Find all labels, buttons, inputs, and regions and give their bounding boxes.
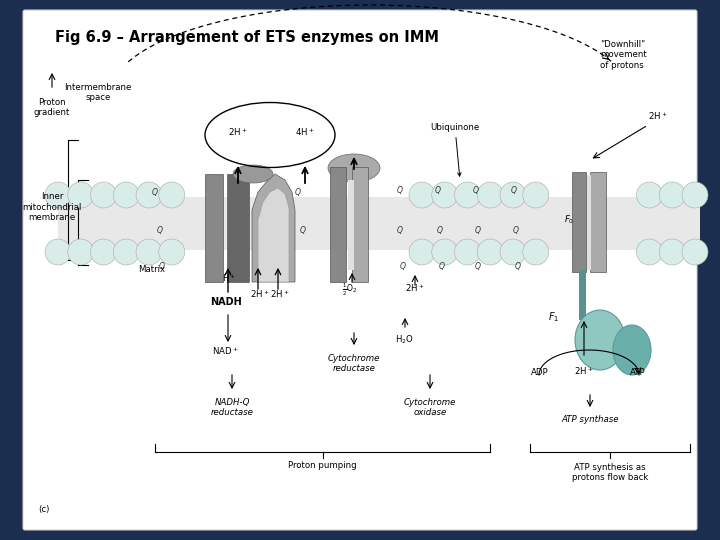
Text: 2H$^+$: 2H$^+$ [405,282,425,294]
Text: H$^+$: H$^+$ [222,272,236,284]
Circle shape [136,182,162,208]
Circle shape [68,182,94,208]
Text: H$_2$O: H$_2$O [395,333,414,346]
Text: 2H$^+$: 2H$^+$ [270,288,289,300]
Circle shape [432,182,458,208]
Bar [579,270,586,320]
Text: Q: Q [300,226,306,234]
Text: ATP synthesis as
protons flow back: ATP synthesis as protons flow back [572,463,648,482]
Text: Cytochrome
reductase: Cytochrome reductase [328,354,380,373]
Text: Q: Q [511,186,517,194]
Circle shape [113,239,139,265]
Circle shape [158,239,185,265]
Ellipse shape [575,310,625,370]
Bar [352,167,368,282]
Text: Q: Q [473,186,479,194]
Text: Proton
gradient: Proton gradient [34,98,70,117]
Circle shape [660,182,685,208]
Circle shape [91,239,117,265]
Circle shape [477,182,503,208]
Text: Q: Q [439,262,445,272]
Circle shape [158,182,185,208]
Bar [205,174,223,282]
Ellipse shape [233,165,273,183]
Text: Q: Q [295,187,301,197]
Ellipse shape [613,325,651,375]
Circle shape [454,239,480,265]
Text: Inner
mitochondrial
membrane: Inner mitochondrial membrane [22,192,81,222]
Text: ADP: ADP [531,368,549,377]
Text: Q: Q [152,187,158,197]
Text: ATP: ATP [630,368,646,377]
Circle shape [660,239,685,265]
Circle shape [136,239,162,265]
Text: Q: Q [435,186,441,194]
Circle shape [409,239,435,265]
Text: Q: Q [159,262,165,272]
Text: NAD$^+$: NAD$^+$ [212,345,239,357]
Text: 2H$^+$: 2H$^+$ [250,288,270,300]
Text: Ubiquinone: Ubiquinone [431,123,480,176]
Text: Q: Q [515,262,521,272]
Text: 2H$^+$: 2H$^+$ [228,126,248,138]
Text: Q: Q [513,226,519,234]
Bar [572,172,586,272]
Text: Q: Q [475,226,481,234]
Bar [58,197,700,250]
FancyBboxPatch shape [23,10,697,530]
Circle shape [454,182,480,208]
Bar [348,180,354,270]
Text: Q: Q [397,226,403,234]
Text: (c): (c) [38,505,50,514]
Text: $\mathit{F_1}$: $\mathit{F_1}$ [548,310,559,324]
Circle shape [500,182,526,208]
Circle shape [45,182,71,208]
Text: NADH-Q
reductase: NADH-Q reductase [210,398,253,417]
Circle shape [523,182,549,208]
Circle shape [523,239,549,265]
Bar [590,172,606,272]
Ellipse shape [328,154,380,182]
Text: Intermembrane
space: Intermembrane space [64,83,132,102]
Bar [227,174,249,282]
Polygon shape [252,174,295,282]
Text: Q: Q [157,226,163,234]
Text: Q: Q [437,226,443,234]
Circle shape [45,239,71,265]
Circle shape [636,239,662,265]
Circle shape [682,239,708,265]
Text: 4H$^+$: 4H$^+$ [295,126,315,138]
Text: Q: Q [400,262,406,272]
Text: $\frac{1}{2}$O$_2$: $\frac{1}{2}$O$_2$ [342,282,357,298]
Text: 2H$^+$: 2H$^+$ [574,365,594,377]
Text: ATP synthase: ATP synthase [562,415,618,424]
Text: Proton pumping: Proton pumping [288,461,356,470]
Circle shape [409,182,435,208]
Text: Fig 6.9 – Arrangement of ETS enzymes on IMM: Fig 6.9 – Arrangement of ETS enzymes on … [55,30,439,45]
Bar [330,167,346,282]
Circle shape [91,182,117,208]
Text: Q: Q [397,186,403,194]
Text: Q: Q [475,262,481,272]
Circle shape [636,182,662,208]
Bar [587,175,591,270]
Circle shape [68,239,94,265]
Polygon shape [258,188,289,282]
Text: Matrix: Matrix [138,265,165,274]
Text: "Downhill"
movement
of protons: "Downhill" movement of protons [600,40,647,70]
Text: Cytochrome
oxidase: Cytochrome oxidase [404,398,456,417]
Text: NADH: NADH [210,297,242,307]
Circle shape [500,239,526,265]
Circle shape [682,182,708,208]
Text: 2H$^+$: 2H$^+$ [648,110,667,122]
Circle shape [432,239,458,265]
Circle shape [113,182,139,208]
Circle shape [477,239,503,265]
Text: $\mathit{F_0}$: $\mathit{F_0}$ [564,213,575,226]
